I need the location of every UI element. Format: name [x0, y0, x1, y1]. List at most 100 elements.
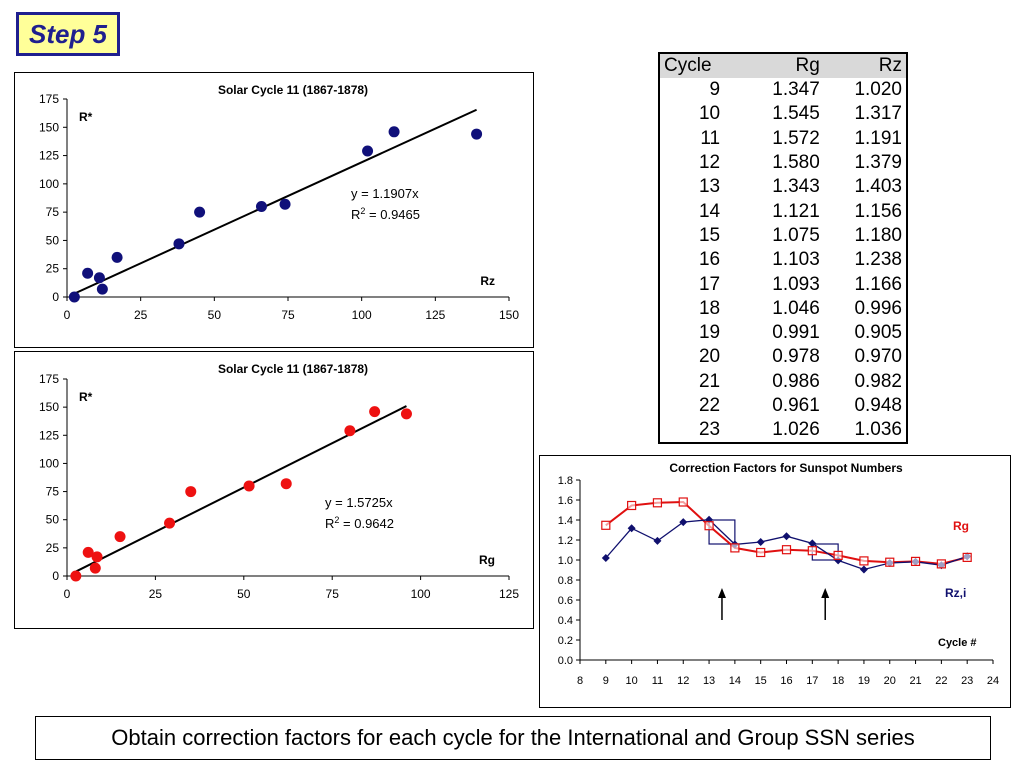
- table-cell-rz: 1.166: [854, 273, 902, 295]
- y-tick-label: 50: [46, 233, 60, 247]
- y-tick-label: 0.4: [558, 615, 573, 627]
- y-tick-label: 125: [39, 149, 59, 163]
- table-cell-rz: 1.020: [854, 79, 902, 101]
- table-row: 22 0.961 0.948: [659, 394, 907, 418]
- data-point: [114, 531, 126, 543]
- table-cell-rg: 1.343: [772, 176, 820, 198]
- table-row: 12 1.580 1.379: [659, 151, 907, 175]
- data-point: [68, 291, 80, 303]
- rg-marker: [859, 556, 869, 566]
- x-axis-label: Rz: [480, 274, 495, 288]
- x-tick-label: 125: [425, 308, 445, 322]
- chart-title: Solar Cycle 11 (1867-1878): [218, 83, 368, 97]
- table-cell-cycle: 14: [698, 200, 721, 222]
- table-cell-rg: 1.103: [772, 249, 820, 271]
- table-cell-rg: 1.121: [772, 200, 820, 222]
- table-cell-rg: 1.572: [772, 127, 820, 149]
- correction-factor-table: Cycle Rg Rz 9 1.347 1.020 10 1.545 1.317 11 1.5…: [658, 52, 908, 445]
- y-tick-label: 75: [46, 205, 60, 219]
- table-cell-rz: 1.180: [854, 224, 902, 246]
- data-point: [89, 562, 101, 574]
- x-tick-label: 8: [577, 675, 583, 687]
- x-tick-label: 23: [961, 675, 973, 687]
- trendline-equation: y = 1.5725x: [325, 495, 393, 510]
- table-cell-cycle: 13: [698, 176, 721, 198]
- data-point: [70, 570, 82, 582]
- table-cell-rz: 1.403: [854, 176, 902, 198]
- x-tick-label: 150: [499, 308, 519, 322]
- scatter-chart-rg-svg: Solar Cycle 11 (1867-1878) 0 25 50 75 100 125 1…: [39, 362, 519, 601]
- table-cell-rz: 0.996: [854, 297, 902, 319]
- y-tick-label: 150: [39, 400, 59, 414]
- x-tick-label: 50: [237, 587, 251, 601]
- rz-marker: [601, 554, 610, 562]
- r-squared-prefix: R: [325, 516, 334, 531]
- r-squared-value: = 0.9642: [339, 516, 394, 531]
- table-row: 9 1.347 1.020: [659, 78, 907, 102]
- data-point: [82, 546, 94, 558]
- y-axis-label: R*: [79, 110, 93, 124]
- table-cell-rz: 1.238: [854, 249, 902, 271]
- rg-marker: [704, 521, 714, 531]
- r-squared-text: R2 = 0.9465: [351, 206, 420, 222]
- r-squared-text: R2 = 0.9642: [325, 515, 394, 531]
- trendline: [75, 405, 407, 573]
- r-squared-superscript: 2: [334, 515, 339, 525]
- rg-marker: [962, 552, 972, 563]
- chart-title: Correction Factors for Sunspot Numbers: [669, 461, 903, 475]
- x-tick-label: 50: [208, 308, 222, 322]
- y-tick-label: 25: [46, 541, 60, 555]
- x-tick-label: 19: [858, 675, 870, 687]
- x-tick-label: 12: [677, 675, 689, 687]
- data-point: [173, 238, 185, 250]
- rg-marker: [807, 546, 817, 556]
- table-cell-rz: 0.948: [854, 395, 902, 416]
- table-cell-rg: 1.026: [772, 419, 820, 441]
- x-tick-label: 100: [352, 308, 372, 322]
- trendline-equation: y = 1.1907x: [351, 186, 419, 201]
- scatter-chart-rz: Solar Cycle 11 (1867-1878) 0 25 50 75 100 125 1…: [14, 72, 534, 348]
- table-row: 16 1.103 1.238: [659, 248, 907, 272]
- rz-marker: [627, 524, 636, 533]
- x-tick-label: 0: [64, 308, 71, 322]
- legend-rz: Rz,i: [945, 586, 966, 600]
- rg-marker: [833, 550, 843, 561]
- table-cell-cycle: 20: [698, 346, 721, 368]
- header-rg: Rg: [742, 53, 824, 78]
- rg-marker: [756, 547, 766, 558]
- x-tick-label: 9: [603, 675, 609, 687]
- data-point: [388, 126, 400, 138]
- rg-marker: [781, 545, 792, 555]
- data-point: [96, 283, 108, 295]
- y-tick-label: 175: [39, 372, 59, 386]
- y-tick-label: 150: [39, 120, 59, 134]
- table-cell-rg: 0.961: [772, 395, 820, 416]
- table-cell-cycle: 17: [698, 273, 721, 295]
- table-row: 15 1.075 1.180: [659, 224, 907, 248]
- scatter-chart-rg: Solar Cycle 11 (1867-1878) 0 25 50 75 100 125 1…: [14, 351, 534, 629]
- chart-title: Solar Cycle 11 (1867-1878): [218, 362, 368, 376]
- table-cell-rg: 1.545: [772, 103, 820, 125]
- y-tick-label: 100: [39, 177, 59, 191]
- rz-marker: [859, 565, 868, 574]
- y-tick-label: 175: [39, 92, 59, 106]
- x-tick-label: 24: [987, 675, 999, 687]
- caption-box: Obtain correction factors for each cycle…: [35, 716, 991, 760]
- rz-marker: [756, 538, 765, 546]
- table-cell-rg: 0.986: [772, 370, 820, 392]
- table-cell-cycle: 12: [698, 152, 721, 174]
- rg-marker: [601, 520, 611, 530]
- x-tick-label: 75: [281, 308, 295, 322]
- y-tick-label: 0: [52, 569, 59, 583]
- header-rz: Rz: [823, 53, 907, 78]
- trendline: [73, 108, 478, 295]
- x-tick-label: 15: [755, 675, 767, 687]
- table-cell-rg: 1.347: [772, 79, 820, 101]
- table-row: 21 0.986 0.982: [659, 370, 907, 394]
- y-tick-label: 1.0: [558, 555, 573, 567]
- rz-marker: [653, 536, 662, 545]
- x-tick-label: 0: [64, 587, 71, 601]
- table-cell-rg: 1.093: [772, 273, 820, 295]
- step-outline: [708, 519, 736, 545]
- y-tick-label: 1.6: [558, 495, 573, 507]
